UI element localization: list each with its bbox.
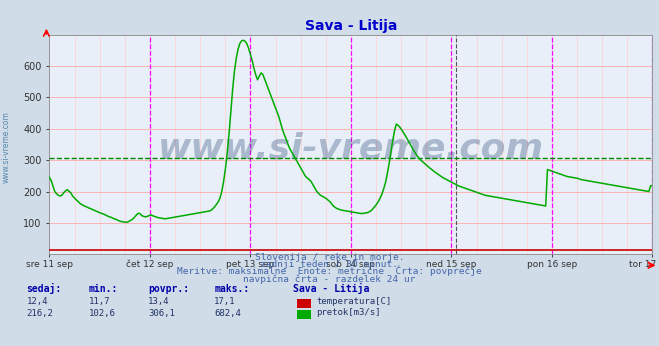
Text: 17,1: 17,1 xyxy=(214,298,236,307)
Title: Sava - Litija: Sava - Litija xyxy=(304,19,397,34)
Text: 13,4: 13,4 xyxy=(148,298,170,307)
Text: zadnji teden / 30 minut.: zadnji teden / 30 minut. xyxy=(260,260,399,269)
Text: 102,6: 102,6 xyxy=(89,309,116,318)
Text: Sava - Litija: Sava - Litija xyxy=(293,283,370,294)
Text: navpična črta - razdelek 24 ur: navpična črta - razdelek 24 ur xyxy=(243,274,416,284)
Text: temperatura[C]: temperatura[C] xyxy=(316,297,391,306)
Text: www.si-vreme.com: www.si-vreme.com xyxy=(2,111,11,183)
Text: sedaj:: sedaj: xyxy=(26,283,61,294)
Text: www.si-vreme.com: www.si-vreme.com xyxy=(158,132,544,166)
Text: 12,4: 12,4 xyxy=(26,298,48,307)
Text: 682,4: 682,4 xyxy=(214,309,241,318)
Text: povpr.:: povpr.: xyxy=(148,284,189,294)
Text: maks.:: maks.: xyxy=(214,284,249,294)
Text: 216,2: 216,2 xyxy=(26,309,53,318)
Text: 306,1: 306,1 xyxy=(148,309,175,318)
Text: 11,7: 11,7 xyxy=(89,298,111,307)
Text: Slovenija / reke in morje.: Slovenija / reke in morje. xyxy=(255,253,404,262)
Text: Meritve: maksimalne  Enote: metrične  Črta: povprečje: Meritve: maksimalne Enote: metrične Črta… xyxy=(177,266,482,276)
Text: pretok[m3/s]: pretok[m3/s] xyxy=(316,308,381,317)
Text: min.:: min.: xyxy=(89,284,119,294)
